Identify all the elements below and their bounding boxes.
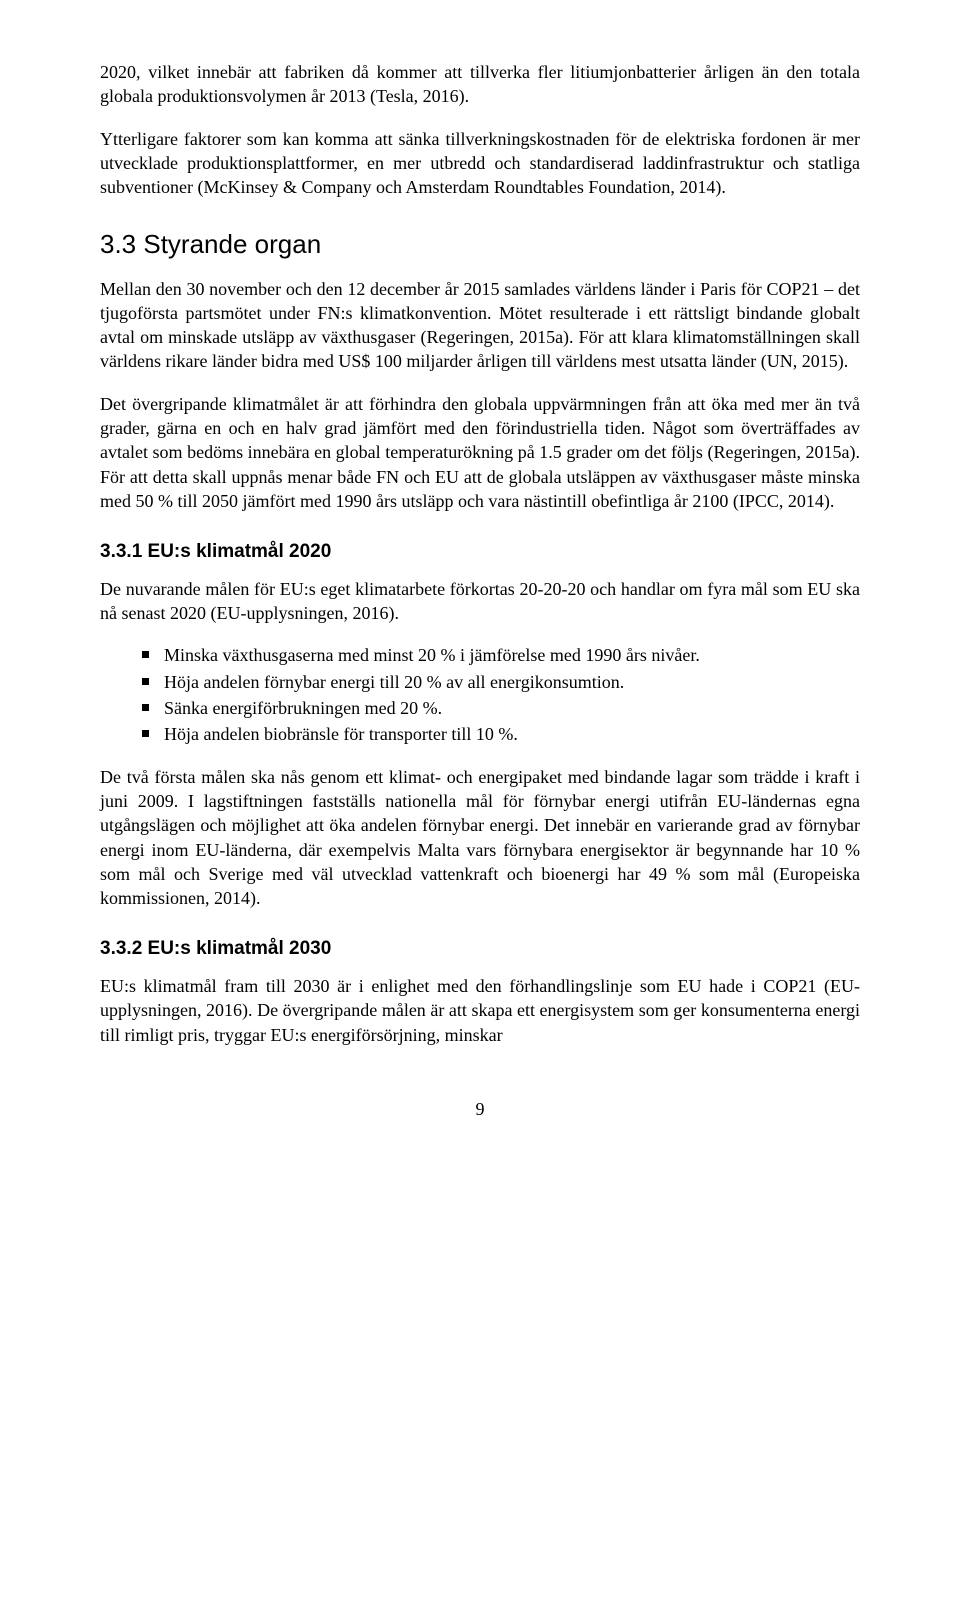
body-paragraph: Mellan den 30 november och den 12 decemb… [100,277,860,374]
list-item: Sänka energiförbrukningen med 20 %. [142,696,860,720]
list-item: Höja andelen förnybar energi till 20 % a… [142,670,860,694]
heading-3-3: 3.3 Styrande organ [100,227,860,262]
page-number: 9 [100,1097,860,1121]
body-paragraph: De nuvarande målen för EU:s eget klimata… [100,577,860,626]
body-paragraph: EU:s klimatmål fram till 2030 är i enlig… [100,974,860,1047]
bullet-list-2020-goals: Minska växthusgaserna med minst 20 % i j… [100,643,860,746]
list-item: Minska växthusgaserna med minst 20 % i j… [142,643,860,667]
heading-3-3-1: 3.3.1 EU:s klimatmål 2020 [100,539,860,565]
body-paragraph: 2020, vilket innebär att fabriken då kom… [100,60,860,109]
body-paragraph: Ytterligare faktorer som kan komma att s… [100,127,860,200]
body-paragraph: De två första målen ska nås genom ett kl… [100,765,860,911]
heading-3-3-2: 3.3.2 EU:s klimatmål 2030 [100,936,860,962]
list-item: Höja andelen biobränsle för transporter … [142,722,860,746]
body-paragraph: Det övergripande klimatmålet är att förh… [100,392,860,513]
